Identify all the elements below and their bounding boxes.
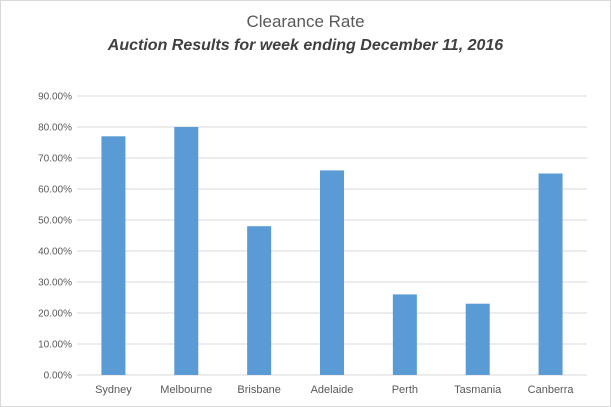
chart-title: Clearance Rate — [246, 12, 365, 31]
y-tick-label: 90.00% — [38, 92, 72, 103]
x-tick-label: Canberra — [528, 384, 575, 396]
bar-tasmania — [465, 303, 490, 375]
bar-perth — [392, 294, 417, 375]
y-tick-label: 80.00% — [38, 123, 72, 134]
bar-melbourne — [174, 127, 199, 375]
y-tick-label: 40.00% — [38, 247, 72, 258]
x-tick-label: Brisbane — [237, 384, 280, 396]
y-tick-label: 10.00% — [38, 340, 72, 351]
bar-sydney — [101, 136, 126, 375]
x-tick-label: Sydney — [95, 384, 132, 396]
y-tick-label: 0.00% — [44, 371, 72, 382]
bar-canberra — [538, 173, 563, 375]
x-tick-label: Melbourne — [160, 384, 212, 396]
y-tick-label: 20.00% — [38, 309, 72, 320]
y-tick-label: 50.00% — [38, 216, 72, 227]
y-tick-label: 60.00% — [38, 185, 72, 196]
chart-subtitle: Auction Results for week ending December… — [107, 37, 504, 54]
x-tick-label: Perth — [392, 384, 418, 396]
y-tick-label: 30.00% — [38, 278, 72, 289]
bar-brisbane — [247, 226, 272, 375]
x-tick-label: Adelaide — [311, 384, 354, 396]
bar-adelaide — [320, 170, 344, 375]
x-tick-label: Tasmania — [454, 384, 502, 396]
y-tick-label: 70.00% — [38, 154, 72, 165]
